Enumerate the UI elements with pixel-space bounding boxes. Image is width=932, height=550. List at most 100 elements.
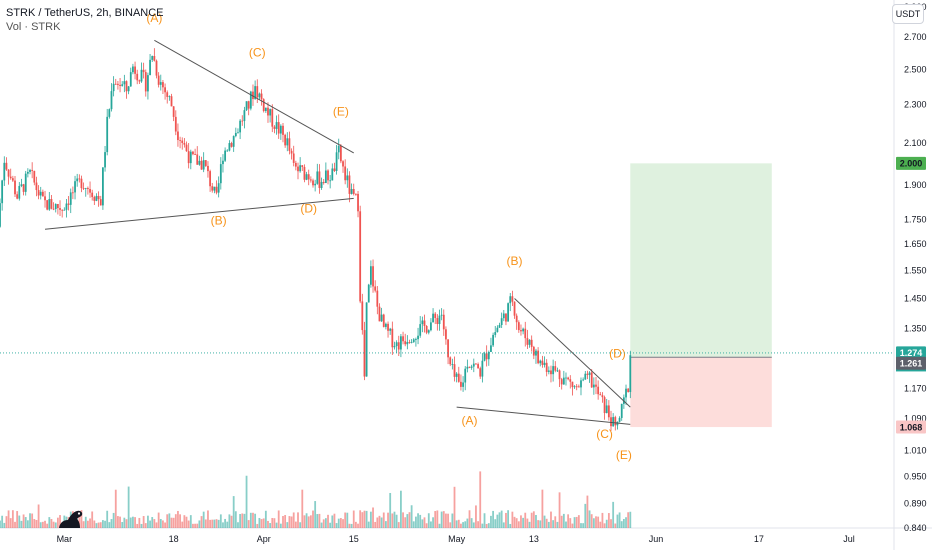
candle-body <box>29 169 31 172</box>
volume-bar <box>44 520 46 528</box>
currency-button[interactable]: USDT <box>892 4 924 24</box>
candle-body <box>526 338 529 345</box>
candle-body <box>127 86 130 92</box>
volume-bar <box>114 489 117 528</box>
volume-bar <box>590 514 593 528</box>
candle-body <box>247 101 250 109</box>
volume-bar <box>607 513 610 528</box>
candle-body <box>93 197 96 201</box>
tradingview-dino-icon[interactable] <box>56 506 86 530</box>
candle-body <box>453 364 456 377</box>
volume-bar <box>322 519 325 528</box>
volume-bar <box>408 512 411 528</box>
candle-body <box>318 171 321 188</box>
candle-body <box>528 339 531 345</box>
candle-body <box>507 303 510 322</box>
candle-body <box>387 323 389 331</box>
volume-bar <box>329 522 332 528</box>
candle-body <box>157 75 160 85</box>
candle-body <box>26 171 29 174</box>
candle-body <box>558 370 561 380</box>
volume-bar <box>48 517 51 528</box>
candle-body <box>95 195 98 201</box>
volume-bar <box>275 522 278 528</box>
volume-bar <box>449 522 452 528</box>
volume-bar <box>26 520 29 528</box>
volume-bar <box>33 518 36 528</box>
candle-body <box>455 373 458 377</box>
volume-bar <box>552 520 555 528</box>
volume-bar <box>185 516 188 528</box>
candle-body <box>119 84 121 86</box>
price-tick-label: 0.840 <box>904 523 927 533</box>
candle-body <box>322 181 325 184</box>
candle-body <box>472 363 475 367</box>
volume-bar <box>434 511 437 528</box>
candle-body <box>174 116 177 132</box>
candle-body <box>447 339 449 358</box>
volume-bar <box>123 517 126 528</box>
candle-body <box>217 183 220 193</box>
candle-body <box>404 341 407 345</box>
volume-indicator-title[interactable]: Vol · STRK <box>6 21 61 33</box>
trendlines[interactable] <box>44 39 631 425</box>
time-tick-label: May <box>448 534 466 544</box>
volume-bar <box>157 512 160 528</box>
volume-bar <box>177 510 179 528</box>
candle-body <box>46 200 49 210</box>
volume-bar <box>346 512 349 528</box>
volume-bar <box>528 521 531 528</box>
trendline <box>154 39 354 154</box>
price-axis[interactable]: 2.9002.7002.5002.3002.1001.9001.7501.650… <box>904 2 927 533</box>
candle-body <box>271 109 274 127</box>
candle-body <box>468 366 471 368</box>
symbol-title[interactable]: STRK / TetherUS, 2h, BINANCE <box>6 7 164 19</box>
volume-bar <box>612 501 615 528</box>
volume-bar <box>586 495 589 528</box>
volume-bar <box>134 517 136 528</box>
candle-body <box>367 284 370 303</box>
stop-price-label-bg <box>896 420 926 434</box>
candle-body <box>59 208 61 210</box>
volume-bar <box>129 517 132 528</box>
candle-body <box>354 193 357 195</box>
volume-bar <box>269 523 272 528</box>
candle-body <box>76 178 79 182</box>
volume-bar <box>39 522 42 528</box>
candle-body <box>595 384 597 387</box>
volume-bar <box>142 516 145 528</box>
volume-bar <box>393 511 396 528</box>
volume-bar <box>436 510 439 528</box>
volume-bar <box>247 520 250 528</box>
long-position-zones[interactable] <box>630 163 772 428</box>
candle-body <box>547 370 550 372</box>
volume-bar <box>241 513 244 528</box>
volume-bar <box>389 492 392 528</box>
candle-body <box>260 93 263 100</box>
candle-body <box>552 366 555 375</box>
volume-bar <box>207 510 209 528</box>
volume-bar <box>342 519 344 528</box>
volume-bar <box>582 523 585 528</box>
volume-bar <box>539 520 542 528</box>
volume-bar <box>425 523 428 528</box>
candle-body <box>299 165 302 172</box>
candle-body <box>402 336 404 342</box>
volume-bar <box>453 486 456 528</box>
candle-body <box>267 107 269 116</box>
volume-bar <box>460 523 462 528</box>
volume-bar <box>224 518 227 528</box>
time-axis[interactable]: Mar 18 Apr 15 May 13 Jun 17 Jul <box>57 534 855 544</box>
volume-bar <box>106 510 109 528</box>
candle-body <box>172 106 175 117</box>
volume-bar <box>597 516 600 528</box>
volume-bar <box>618 512 621 528</box>
volume-bar <box>267 520 269 528</box>
candle-body <box>71 192 74 194</box>
volume-bar <box>455 520 458 528</box>
candle-body <box>618 417 621 422</box>
candle-body <box>327 170 329 181</box>
volume-bar <box>159 518 162 528</box>
